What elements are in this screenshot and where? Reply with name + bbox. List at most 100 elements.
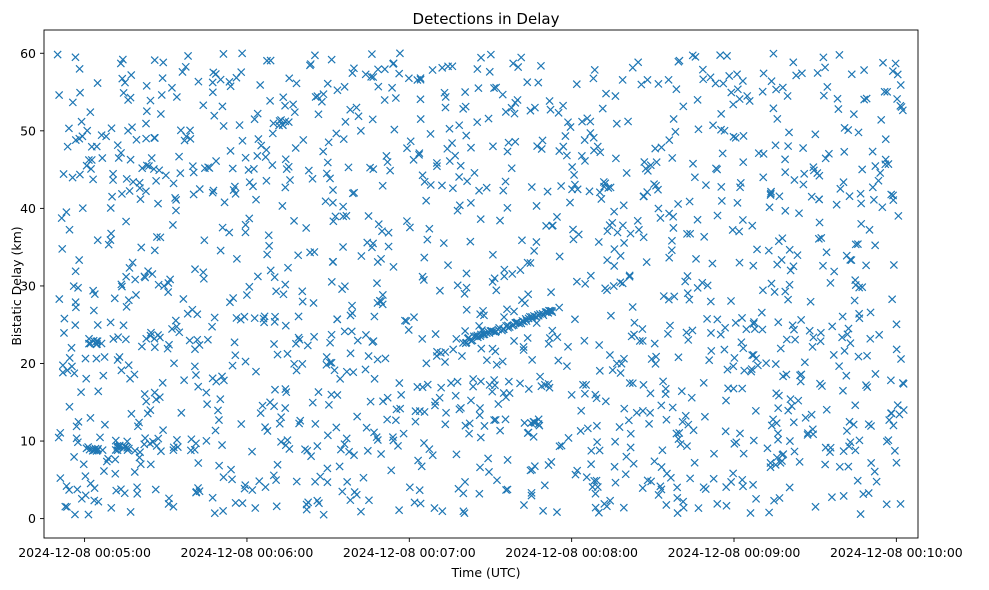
data-point xyxy=(652,352,661,361)
data-point xyxy=(490,416,499,425)
data-point xyxy=(532,201,541,210)
data-point xyxy=(838,333,847,342)
data-point xyxy=(461,421,470,430)
data-point xyxy=(123,126,133,135)
data-point xyxy=(774,404,783,413)
data-point xyxy=(364,211,373,221)
data-point xyxy=(276,437,286,446)
data-point xyxy=(389,262,398,271)
data-point xyxy=(152,441,161,451)
data-point xyxy=(517,296,526,305)
data-point xyxy=(114,333,123,342)
data-point xyxy=(361,365,370,374)
data-point xyxy=(188,162,197,171)
data-point xyxy=(241,228,250,237)
data-point xyxy=(441,420,450,429)
data-point xyxy=(74,417,83,426)
data-point xyxy=(723,365,732,374)
data-point xyxy=(84,510,93,519)
data-point xyxy=(225,77,234,86)
data-point xyxy=(606,311,615,320)
data-point xyxy=(767,187,776,196)
data-point xyxy=(283,349,292,358)
data-point xyxy=(626,443,635,452)
data-point xyxy=(204,163,213,172)
data-point xyxy=(781,206,790,215)
data-point xyxy=(799,180,808,189)
data-point xyxy=(210,509,219,518)
data-point xyxy=(404,74,413,83)
data-point xyxy=(437,383,446,392)
data-point xyxy=(272,502,281,511)
data-point xyxy=(136,448,145,457)
data-point xyxy=(409,155,418,164)
data-point xyxy=(570,170,579,179)
data-point xyxy=(75,134,84,143)
data-point xyxy=(154,434,163,443)
data-point xyxy=(327,358,336,367)
data-point xyxy=(260,318,269,327)
data-point xyxy=(241,153,250,162)
data-point xyxy=(386,166,395,175)
data-point xyxy=(340,327,349,336)
data-point xyxy=(269,119,278,128)
data-point xyxy=(94,387,103,396)
data-point xyxy=(500,272,509,281)
data-point xyxy=(862,94,871,103)
data-point xyxy=(484,467,493,476)
data-point xyxy=(273,460,282,469)
data-point xyxy=(95,433,105,442)
data-point xyxy=(152,176,161,185)
data-point xyxy=(728,225,737,234)
data-point xyxy=(537,144,546,154)
data-point xyxy=(369,337,378,346)
data-point xyxy=(192,488,201,497)
data-point xyxy=(88,446,97,455)
data-point xyxy=(508,269,517,278)
data-point xyxy=(123,437,132,446)
data-point xyxy=(210,111,219,120)
data-point xyxy=(638,325,647,334)
data-point xyxy=(488,142,497,151)
data-point xyxy=(362,423,371,432)
data-point xyxy=(340,82,349,91)
data-point xyxy=(567,390,576,399)
data-point xyxy=(646,389,655,398)
data-point xyxy=(164,494,174,503)
data-point xyxy=(81,472,90,481)
data-point xyxy=(669,223,678,232)
data-point xyxy=(278,201,287,210)
data-point xyxy=(212,157,221,166)
data-point xyxy=(275,419,284,428)
data-point xyxy=(92,354,101,363)
data-point xyxy=(509,59,518,68)
data-point xyxy=(534,78,543,87)
data-point xyxy=(62,482,71,491)
data-point xyxy=(53,50,62,59)
data-point xyxy=(709,121,718,130)
data-point xyxy=(466,237,475,246)
data-point xyxy=(888,67,897,76)
data-point xyxy=(71,53,80,62)
data-point xyxy=(235,121,244,130)
data-point xyxy=(821,63,830,72)
x-tick-label: 2024-12-08 00:10:00 xyxy=(830,545,963,560)
data-point xyxy=(782,335,791,344)
data-point xyxy=(890,446,899,455)
data-point xyxy=(418,383,427,392)
data-point xyxy=(851,446,860,455)
data-point xyxy=(380,96,389,105)
data-point xyxy=(619,201,628,210)
data-point xyxy=(298,297,307,306)
data-point xyxy=(746,508,755,518)
data-point xyxy=(119,321,128,330)
data-point xyxy=(182,132,191,141)
data-point xyxy=(706,328,715,337)
data-point xyxy=(138,164,147,173)
data-point xyxy=(535,421,544,430)
data-point xyxy=(107,229,116,238)
data-point xyxy=(236,315,245,324)
data-point xyxy=(874,176,883,185)
data-point xyxy=(462,131,471,140)
data-point xyxy=(292,79,301,88)
